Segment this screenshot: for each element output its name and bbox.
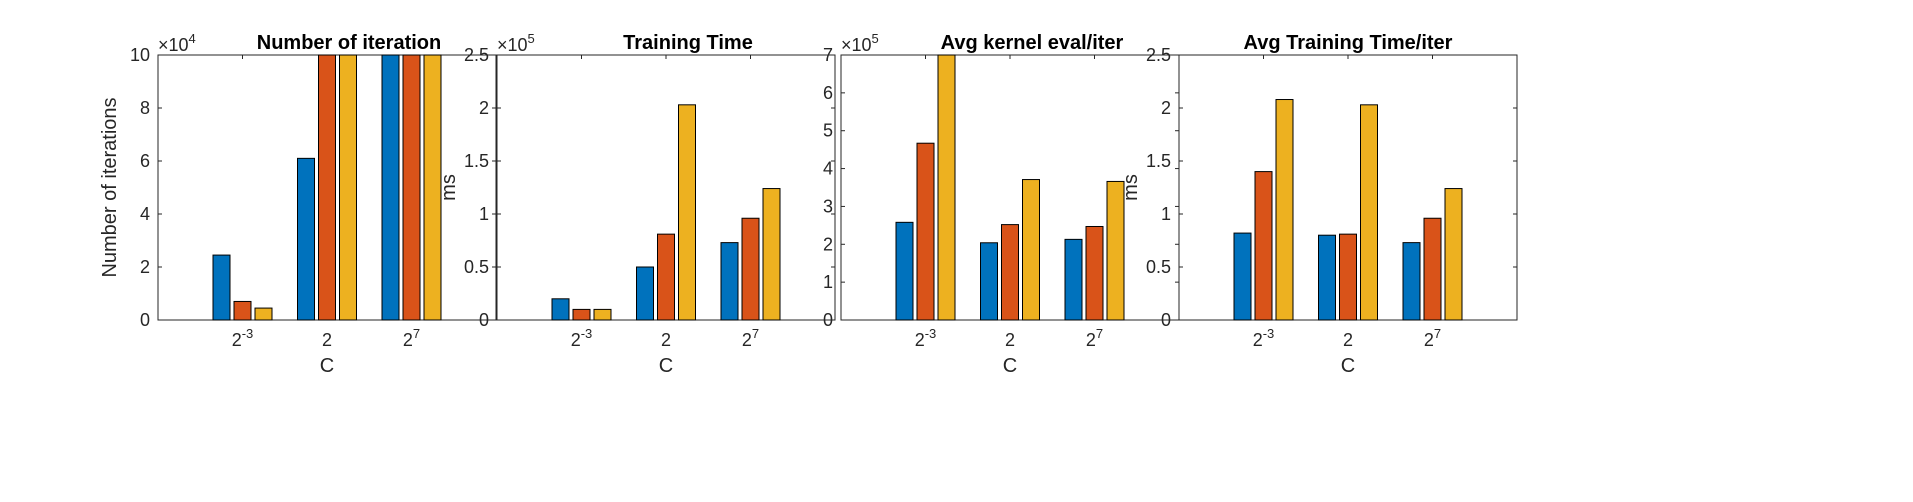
bar: [1318, 234, 1336, 321]
bar: [1106, 180, 1125, 321]
bar: [1444, 188, 1463, 321]
x-tick-label: 2: [1343, 330, 1353, 350]
bar: [1064, 238, 1083, 321]
x-tick-label: 2-3: [232, 326, 254, 350]
y-axis-label: ms: [438, 174, 460, 201]
bar: [916, 142, 935, 321]
subplot-title: Number of iteration: [257, 32, 441, 54]
bar: [678, 104, 696, 321]
x-tick-label: 2-3: [571, 326, 593, 350]
x-tick-label: 2: [322, 330, 332, 350]
bar: [895, 221, 914, 321]
y-tick-label: 2: [1161, 98, 1171, 118]
bar: [720, 242, 739, 321]
y-tick-label: 0: [823, 310, 833, 330]
x-tick-label: 27: [1424, 326, 1441, 350]
y-axis-label: Number of iterations: [99, 97, 121, 277]
y-tick-label: 0: [140, 310, 150, 330]
bar: [1254, 171, 1273, 321]
y-tick-label: 4: [823, 159, 833, 179]
subplot-title: Avg Training Time/iter: [1244, 32, 1453, 54]
bar: [980, 242, 998, 321]
x-tick-label: 2: [1005, 330, 1015, 350]
y-tick-label: 0.5: [1146, 257, 1171, 277]
bar: [741, 217, 760, 321]
bar: [636, 266, 654, 321]
y-tick-label: 5: [823, 121, 833, 141]
bar: [1402, 242, 1421, 321]
bar: [572, 308, 591, 321]
x-axis-label: C: [1341, 355, 1355, 377]
y-tick-label: 1.5: [1146, 151, 1171, 171]
y-tick-label: 0.5: [464, 257, 489, 277]
bar: [1233, 232, 1252, 321]
y-tick-label: 6: [823, 83, 833, 103]
subplot-title: Avg kernel eval/iter: [941, 32, 1124, 54]
bar: [339, 54, 357, 321]
y-tick-label: 2.5: [464, 45, 489, 65]
bar: [1360, 104, 1378, 321]
bar: [657, 233, 675, 321]
y-tick-label: 2: [140, 257, 150, 277]
y-tick-label: 6: [140, 151, 150, 171]
y-tick-label: 2: [823, 234, 833, 254]
x-tick-label: 27: [742, 326, 759, 350]
bar: [402, 54, 421, 321]
bar: [1423, 217, 1442, 321]
bar: [1339, 233, 1357, 321]
bar: [212, 254, 231, 321]
y-tick-label: 2: [479, 98, 489, 118]
y-tick-label: 1: [479, 204, 489, 224]
bar: [937, 54, 956, 321]
x-axis-label: C: [320, 355, 334, 377]
bar: [297, 157, 315, 321]
axis-multiplier: ×104: [158, 31, 196, 55]
x-tick-label: 2-3: [1253, 326, 1275, 350]
bar: [762, 188, 781, 321]
bar: [1275, 99, 1294, 321]
bar: [254, 307, 273, 321]
bar: [381, 54, 400, 321]
y-tick-label: 1.5: [464, 151, 489, 171]
bar: [233, 300, 252, 321]
y-tick-label: 1: [823, 272, 833, 292]
x-tick-label: 2: [661, 330, 671, 350]
x-axis-label: C: [659, 355, 673, 377]
y-axis-label: ms: [1120, 174, 1142, 201]
y-tick-label: 0: [479, 310, 489, 330]
bar: [593, 308, 612, 321]
y-tick-label: 1: [1161, 204, 1171, 224]
bar: [1022, 179, 1040, 321]
bar: [423, 54, 442, 321]
axis-multiplier: ×105: [841, 31, 879, 55]
y-tick-label: 8: [140, 98, 150, 118]
bar: [318, 54, 336, 321]
axis-multiplier: ×105: [497, 31, 535, 55]
x-tick-label: 27: [1086, 326, 1103, 350]
subplot-training-time: Training Time C ms 00.511.522.52-3 2 27×10…: [438, 31, 836, 377]
subplot-training-time-per-iter: Avg Training Time/iter C ms 0 0.5 1 1.5 2 2.5…: [1120, 32, 1518, 377]
bar: [1085, 225, 1104, 321]
y-tick-label: 7: [823, 45, 833, 65]
bar: [1001, 224, 1019, 321]
x-tick-label: 2-3: [915, 326, 937, 350]
x-tick-label: 27: [403, 326, 420, 350]
y-tick-label: 2.5: [1146, 45, 1171, 65]
x-axis-label: C: [1003, 355, 1017, 377]
subplot-iterations: Number of iteration C Number of iteratio…: [99, 31, 497, 377]
y-tick-label: 0: [1161, 310, 1171, 330]
subplot-title: Training Time: [623, 32, 753, 54]
y-tick-label: 3: [823, 196, 833, 216]
y-tick-label: 10: [130, 45, 150, 65]
y-tick-label: 4: [140, 204, 150, 224]
bar: [551, 298, 570, 321]
